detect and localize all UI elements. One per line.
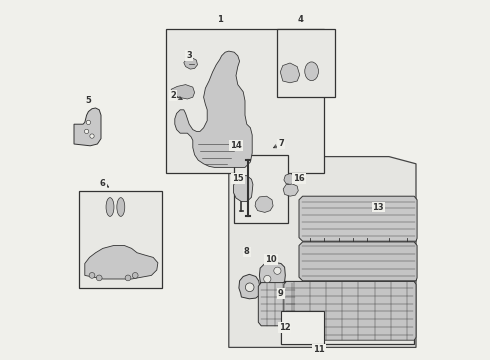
- Text: 4: 4: [298, 15, 304, 24]
- Circle shape: [90, 134, 94, 138]
- Polygon shape: [280, 63, 300, 83]
- Polygon shape: [258, 283, 298, 326]
- Bar: [166, 29, 324, 173]
- Ellipse shape: [106, 198, 114, 216]
- Circle shape: [264, 275, 271, 283]
- Text: 12: 12: [279, 323, 291, 332]
- Bar: [277, 29, 335, 97]
- Text: 6: 6: [100, 179, 106, 188]
- Polygon shape: [283, 184, 298, 196]
- Circle shape: [84, 129, 89, 134]
- Polygon shape: [74, 108, 101, 146]
- Text: 10: 10: [265, 255, 277, 264]
- Ellipse shape: [305, 62, 318, 81]
- Text: 15: 15: [232, 174, 244, 183]
- Polygon shape: [184, 58, 197, 69]
- Text: 8: 8: [244, 248, 250, 256]
- Bar: [79, 191, 162, 288]
- Bar: [234, 155, 288, 223]
- Polygon shape: [233, 176, 253, 202]
- Polygon shape: [259, 262, 285, 286]
- Ellipse shape: [117, 198, 125, 216]
- Polygon shape: [175, 51, 252, 167]
- Polygon shape: [299, 196, 417, 241]
- Polygon shape: [299, 242, 417, 281]
- Text: 3: 3: [186, 51, 192, 60]
- Text: 7: 7: [278, 139, 284, 148]
- Circle shape: [97, 275, 102, 281]
- Polygon shape: [85, 246, 158, 279]
- Polygon shape: [284, 174, 297, 184]
- Circle shape: [274, 267, 281, 274]
- Circle shape: [86, 120, 91, 125]
- Bar: [281, 311, 324, 344]
- Text: 5: 5: [85, 96, 91, 105]
- Polygon shape: [255, 196, 273, 212]
- Text: 16: 16: [293, 174, 305, 183]
- Text: 13: 13: [372, 202, 384, 211]
- Text: 2: 2: [170, 91, 176, 100]
- Polygon shape: [239, 274, 260, 299]
- Polygon shape: [284, 282, 416, 340]
- Circle shape: [245, 283, 254, 292]
- Circle shape: [125, 275, 131, 281]
- Polygon shape: [229, 157, 416, 347]
- Polygon shape: [171, 85, 195, 99]
- Text: 11: 11: [313, 345, 325, 354]
- Text: 14: 14: [230, 141, 242, 150]
- Circle shape: [132, 273, 138, 278]
- Text: 1: 1: [217, 15, 223, 24]
- Text: 9: 9: [278, 289, 284, 298]
- Circle shape: [89, 273, 95, 278]
- Bar: [281, 281, 414, 344]
